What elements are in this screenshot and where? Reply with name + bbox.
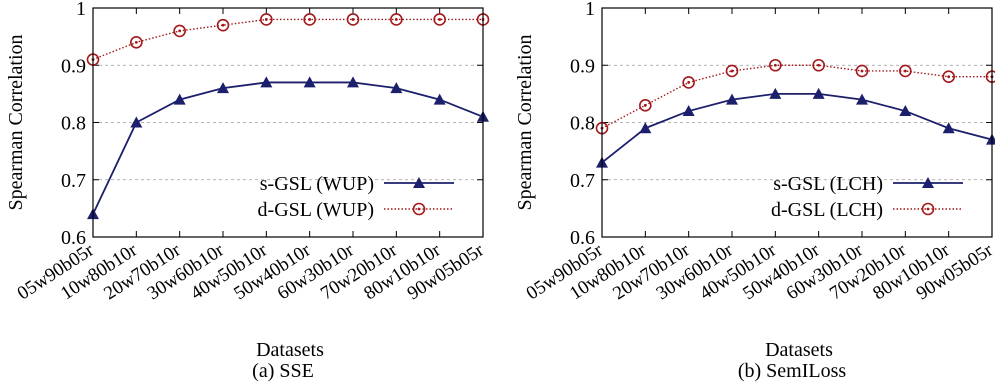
data-point	[639, 99, 652, 112]
legend-marker-dot	[417, 207, 421, 211]
y-tick-label: 0.6	[570, 227, 595, 249]
data-point	[346, 13, 360, 26]
x-axis-label: Datasets	[765, 339, 833, 361]
data-point	[856, 93, 868, 105]
legend-label: d-GSL (WUP)	[258, 199, 374, 221]
data-point	[130, 36, 143, 49]
legend-marker	[413, 177, 425, 188]
data-point	[812, 58, 825, 72]
data-point	[390, 13, 403, 26]
data-point	[986, 133, 995, 145]
data-point	[942, 70, 955, 83]
data-point-dot	[643, 103, 647, 107]
data-point	[260, 76, 273, 88]
data-point	[303, 76, 316, 88]
data-point-dot	[308, 18, 312, 21]
y-tick-label: 1	[585, 0, 595, 20]
data-point	[726, 93, 738, 105]
legend-marker	[412, 202, 426, 216]
data-point	[390, 82, 403, 94]
y-axis-label: Spearman Correlation	[5, 34, 27, 210]
data-point-dot	[178, 29, 182, 33]
chart-caption: (b) SemILoss	[738, 360, 847, 382]
data-point	[216, 18, 230, 32]
data-point	[855, 64, 869, 78]
legend-label: s-GSL (LCH)	[773, 173, 883, 195]
data-point	[173, 24, 186, 38]
chart-caption: (a) SSE	[252, 360, 314, 382]
legend-label: s-GSL (WUP)	[260, 173, 374, 195]
data-point	[725, 64, 739, 78]
legend-marker-dot	[926, 207, 930, 211]
data-point	[130, 116, 143, 128]
data-point-dot	[438, 18, 442, 21]
y-tick-label: 0.7	[570, 170, 595, 192]
data-point	[173, 93, 186, 105]
data-point-dot	[773, 63, 777, 67]
data-point	[682, 105, 695, 117]
data-point-dot	[221, 23, 225, 27]
data-point-dot	[687, 81, 691, 84]
y-tick-label: 0.9	[61, 55, 86, 77]
chart-panel-0: 0.60.70.80.9105w90b05r10w80b10r20w70b10r…	[5, 0, 490, 382]
data-point	[899, 105, 912, 117]
x-axis-label: Datasets	[256, 339, 324, 361]
data-point	[682, 76, 695, 89]
data-point-dot	[394, 18, 398, 21]
legend-marker	[922, 177, 934, 188]
series-line-0	[92, 81, 484, 215]
data-point	[303, 13, 316, 26]
data-point-dot	[903, 69, 907, 73]
data-point	[217, 82, 229, 94]
data-point	[433, 13, 446, 26]
series-line-0	[601, 92, 993, 164]
chart-panel-1: 0.60.70.80.9105w90b05r10w80b10r20w70b10r…	[514, 0, 995, 382]
y-tick-label: 0.6	[61, 227, 86, 249]
data-point	[769, 87, 782, 99]
y-tick-label: 0.9	[570, 55, 595, 77]
data-point-dot	[817, 63, 821, 67]
plot-frame	[601, 7, 993, 238]
y-tick-label: 0.8	[61, 113, 86, 135]
data-point	[769, 58, 782, 72]
y-tick-label: 1	[76, 0, 86, 20]
y-axis-label: Spearman Correlation	[514, 34, 536, 210]
data-point-dot	[134, 40, 138, 44]
data-point	[942, 122, 955, 134]
plot-frame	[92, 7, 484, 238]
data-point	[899, 64, 912, 78]
series-line-1	[92, 18, 483, 61]
series-line-1	[601, 64, 992, 129]
legend-marker	[921, 202, 935, 216]
legend-label: d-GSL (LCH)	[771, 199, 883, 221]
data-point	[812, 87, 825, 99]
y-tick-label: 0.7	[61, 170, 86, 192]
y-tick-label: 0.8	[570, 113, 595, 135]
data-point	[260, 13, 273, 26]
data-point-dot	[351, 18, 355, 21]
data-point	[347, 76, 359, 88]
data-point	[433, 93, 446, 105]
data-point	[639, 122, 652, 134]
data-point-dot	[860, 69, 864, 73]
data-point-dot	[730, 69, 734, 73]
data-point-dot	[264, 18, 268, 21]
data-point-dot	[947, 75, 951, 79]
